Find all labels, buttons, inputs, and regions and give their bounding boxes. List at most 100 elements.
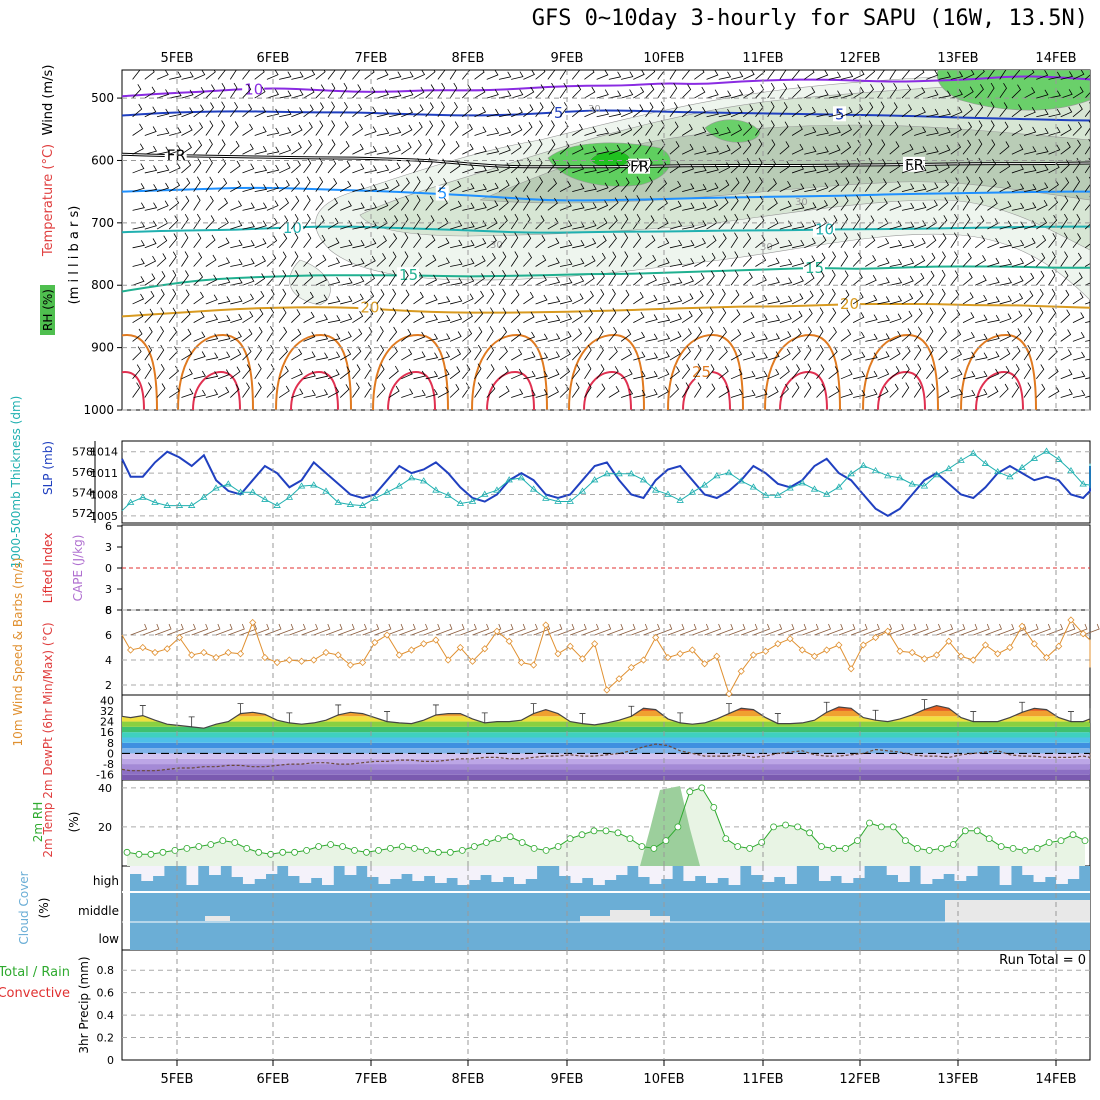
wind-barb (974, 176, 983, 192)
wind10-point (273, 658, 281, 667)
wind-barb (657, 314, 671, 324)
wind-barb (584, 106, 596, 118)
thickness-point (1055, 455, 1063, 462)
wind-barb (889, 161, 901, 174)
wind-barb (547, 120, 555, 136)
wind-barb (413, 389, 426, 398)
wind10-point (615, 675, 623, 683)
wind10-barb (924, 623, 941, 636)
wind-barb (767, 82, 775, 99)
minmax-bar (1067, 711, 1074, 722)
wind-barb (535, 389, 548, 398)
wind-barb (364, 382, 372, 398)
wind-barb (400, 213, 409, 230)
thickness-point (822, 490, 831, 497)
temp-band (122, 764, 1090, 770)
wind-barb (572, 275, 585, 286)
wind-barb (706, 127, 719, 136)
wind-barb (547, 314, 561, 324)
wind-barb (266, 307, 275, 323)
wind-barb (632, 233, 642, 249)
wind-barb (229, 70, 237, 80)
wind-barb (1060, 369, 1073, 380)
wind-barb (889, 277, 903, 286)
wind-barb (926, 127, 939, 136)
wind-barb (376, 326, 384, 342)
wind-barb (1035, 288, 1044, 305)
wind-barb (718, 197, 729, 211)
thickness-point (1042, 447, 1051, 454)
wind-barb (559, 121, 569, 136)
wind-barb (1048, 233, 1057, 249)
wind-barb (682, 183, 695, 193)
wind-barb (474, 238, 487, 249)
wind10-barb (606, 623, 624, 636)
wind-barb (645, 157, 653, 174)
cloud-high-gap (615, 866, 628, 875)
wind-barb (401, 124, 413, 136)
wind-barb (645, 333, 658, 342)
wind10-barb (728, 623, 746, 636)
rh-point (123, 848, 131, 856)
wind-barb (852, 139, 862, 155)
wind-barb (926, 164, 939, 174)
rh-tick: 20 (98, 821, 112, 834)
wind10-point (444, 656, 452, 664)
temp-contour-label: 20 (360, 299, 379, 317)
wind-barb (474, 255, 486, 267)
wind-barb (584, 220, 597, 230)
wind-barb (462, 143, 474, 155)
wind-barb (340, 277, 353, 286)
wind10-point (835, 641, 843, 649)
temp-band (122, 732, 1090, 738)
wind-barb (498, 326, 507, 342)
wind-barb (388, 269, 397, 286)
wind-barb (950, 213, 958, 230)
wind-barb (510, 213, 519, 230)
wind-barb (706, 364, 715, 380)
wind-barb (486, 326, 494, 342)
wind-barb (535, 157, 543, 174)
thickness-point (456, 499, 465, 506)
wind-barb (205, 84, 215, 99)
wind10-barb (1021, 623, 1039, 636)
wind-barb (718, 162, 731, 174)
wind-barb (852, 252, 862, 267)
wind-barb (852, 311, 865, 324)
wind-barb (840, 213, 849, 230)
precip-tick: 0.6 (97, 987, 115, 1000)
cloud-high-gap (254, 866, 267, 879)
wind-barb (950, 368, 963, 380)
wind-barb (1035, 344, 1044, 361)
wind-barb (694, 237, 706, 249)
rh-point (890, 823, 897, 831)
wind-barb (339, 121, 349, 136)
wind-barb (1036, 270, 1045, 286)
wind-barb (559, 220, 573, 230)
wind-barb (449, 140, 460, 155)
rh-point (1057, 837, 1065, 844)
wind-barb (681, 310, 693, 323)
thickness-point (688, 488, 697, 495)
wind-barb (388, 385, 400, 398)
wind-barb (1085, 339, 1090, 342)
thickness-point (700, 481, 709, 488)
date-top-11FEB: 11FEB (742, 51, 783, 66)
rh-contour-label: 30 (490, 240, 503, 251)
wind-barb (511, 89, 524, 99)
wind-barb (217, 70, 226, 80)
temp-tick: -16 (96, 769, 114, 782)
wind-barb (462, 70, 471, 80)
wind-barb (144, 273, 156, 286)
minmax-bar (237, 703, 244, 714)
cloud-mid (205, 916, 230, 921)
wind-barb (193, 213, 201, 230)
wind-barb (914, 126, 927, 136)
wind-barb (230, 220, 243, 230)
rh-point (662, 837, 670, 844)
wind-barb (706, 326, 714, 342)
wind-barb (535, 254, 547, 267)
wind-barb (791, 364, 800, 380)
wind-barb (804, 220, 817, 230)
